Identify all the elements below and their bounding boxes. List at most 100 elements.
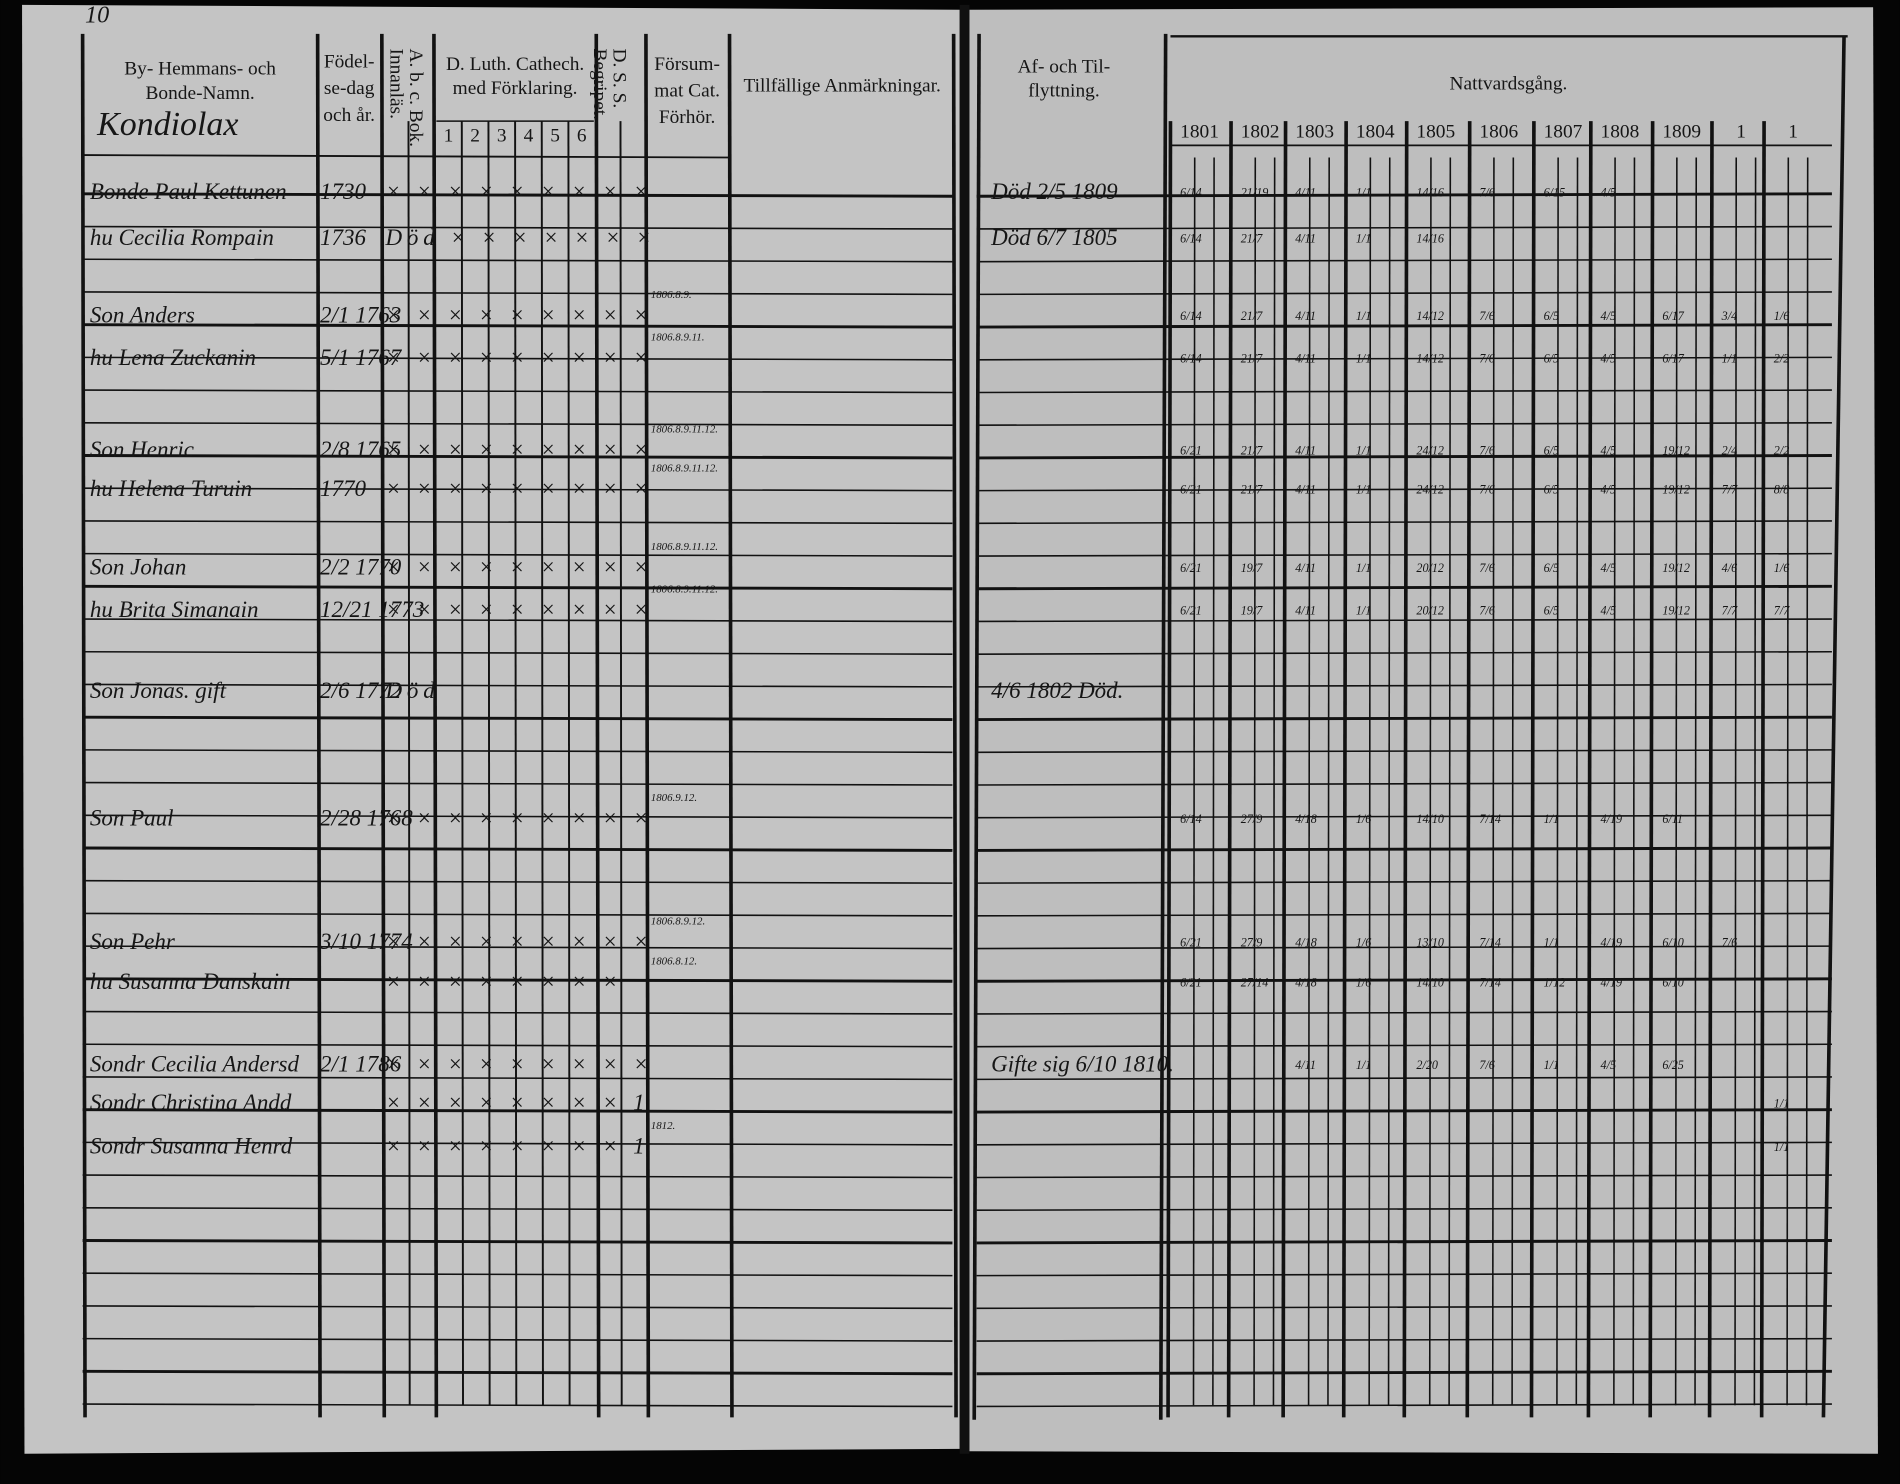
communion-date: 27/9 [1241, 812, 1263, 826]
year-label: 1806 [1479, 122, 1518, 143]
communion-date: 24/12 [1416, 444, 1444, 458]
birth-date: 5/1 1767 [320, 344, 403, 370]
exam-marks: × × × × × × × × × [385, 344, 653, 370]
exam-marks: Död [384, 677, 439, 703]
year-label: 1805 [1416, 122, 1455, 143]
rule-line [82, 291, 953, 296]
rule-line [1281, 121, 1288, 1418]
cathech-part: 4 [524, 125, 534, 146]
communion-date: 14/10 [1416, 812, 1444, 826]
rule-line [1805, 157, 1809, 1406]
communion-date: 4/5 [1601, 352, 1616, 366]
exam-marks: × × × × × × × × [385, 968, 622, 994]
communion-date: 14/16 [1416, 186, 1444, 200]
communion-date: 19/12 [1662, 604, 1690, 618]
communion-date: 4/11 [1295, 352, 1316, 366]
communion-date: 1/6 [1356, 812, 1371, 826]
rule-line [619, 121, 623, 1406]
rule-line [976, 192, 1832, 198]
exam-marks: × × × × × × × × × [385, 596, 653, 622]
header: Förhör. [659, 107, 716, 128]
communion-date: 14/10 [1416, 975, 1444, 989]
communion-date: 6/14 [1180, 186, 1202, 200]
cathech-part: 1 [444, 125, 454, 146]
rule-line [1448, 157, 1452, 1406]
communion-date: 21/7 [1241, 482, 1263, 496]
communion-date: 7/14 [1479, 975, 1501, 989]
cathech-part: 2 [470, 125, 480, 146]
communion-date: 1/6 [1774, 561, 1789, 575]
rule-line [1759, 121, 1766, 1418]
communion-date: 6/25 [1662, 1058, 1684, 1072]
exam-marks: × × × × × × × × × [385, 928, 653, 954]
missed-exam: 1806.9.12. [651, 792, 697, 804]
communion-date: 6/5 [1544, 444, 1559, 458]
exam-marks: × × × × × × × × × [385, 804, 653, 830]
rule-line [976, 356, 1832, 361]
communion-date: 14/12 [1416, 309, 1444, 323]
rule-line [1613, 157, 1616, 1406]
header: A. b. c. Bok. [405, 48, 426, 146]
person-name: hu Brita Simanain [90, 596, 259, 622]
communion-date: 7/7 [1722, 482, 1738, 496]
rule-line [82, 323, 953, 329]
communion-date: 7/6 [1479, 561, 1494, 575]
communion-date: 4/19 [1601, 935, 1623, 949]
header: D. Luth. Cathech. [446, 54, 584, 75]
rule-line [380, 33, 387, 1418]
person-name: Bonde Paul Kettunen [90, 178, 287, 204]
rule-line [82, 814, 953, 819]
rule-line [1707, 121, 1714, 1418]
exam-marks: × × × × × × × × 1 [385, 1133, 649, 1159]
rule-line [1212, 157, 1215, 1406]
rule-line [82, 1010, 953, 1015]
communion-date: 6/21 [1180, 444, 1202, 458]
exam-marks: Död × × × × × × × [384, 224, 656, 250]
rule-line [1226, 121, 1233, 1418]
communion-date: 4/11 [1295, 1058, 1316, 1072]
year-label: 1 [1788, 122, 1798, 143]
rule-line [82, 781, 953, 786]
person-name: Son Pehr [90, 928, 176, 954]
communion-date: 6/21 [1180, 561, 1202, 575]
rule-line [82, 356, 953, 361]
rule-line [1753, 157, 1757, 1406]
rule-line [1556, 157, 1559, 1406]
rule-line [1387, 157, 1391, 1406]
cathech-part: 5 [550, 125, 560, 146]
missed-exam: 1806.8.9. [651, 289, 692, 301]
birth-date: 2/2 1770 [320, 554, 402, 580]
rule-line [82, 650, 953, 655]
communion-date: 4/11 [1295, 444, 1316, 458]
rule-line [1368, 157, 1372, 1406]
header: Nattvardsgång. [1450, 73, 1568, 94]
rule-line [1786, 157, 1790, 1406]
rule-line [80, 33, 87, 1418]
rule-line [976, 225, 1832, 230]
person-name: Son Henric [90, 436, 194, 462]
left-page [22, 4, 960, 1454]
communion-date: 6/5 [1544, 604, 1559, 618]
rule-line [82, 1305, 953, 1310]
communion-date: 4/11 [1295, 482, 1316, 496]
rule-line [1166, 121, 1173, 1418]
header: Födel- [324, 51, 375, 72]
communion-date: 3/4 [1721, 309, 1737, 323]
header: med Förklaring. [453, 78, 578, 99]
rule-line [82, 1043, 953, 1048]
rule-line [82, 715, 953, 722]
rule-line [594, 33, 601, 1418]
person-name: hu Helena Turuin [90, 475, 252, 501]
rule-line [82, 1337, 953, 1342]
header: Försum- [654, 54, 720, 75]
person-name: Son Paul [90, 804, 174, 830]
communion-date: 1/6 [1356, 975, 1371, 989]
communion-date: 27/9 [1241, 935, 1263, 949]
rule-line [727, 33, 734, 1418]
rule-line [82, 846, 953, 852]
communion-date: 4/11 [1295, 309, 1316, 323]
communion-date: 4/19 [1601, 975, 1623, 989]
rule-line [976, 258, 1832, 263]
communion-date: 1/1 [1544, 812, 1559, 826]
rule-line [1402, 121, 1409, 1418]
